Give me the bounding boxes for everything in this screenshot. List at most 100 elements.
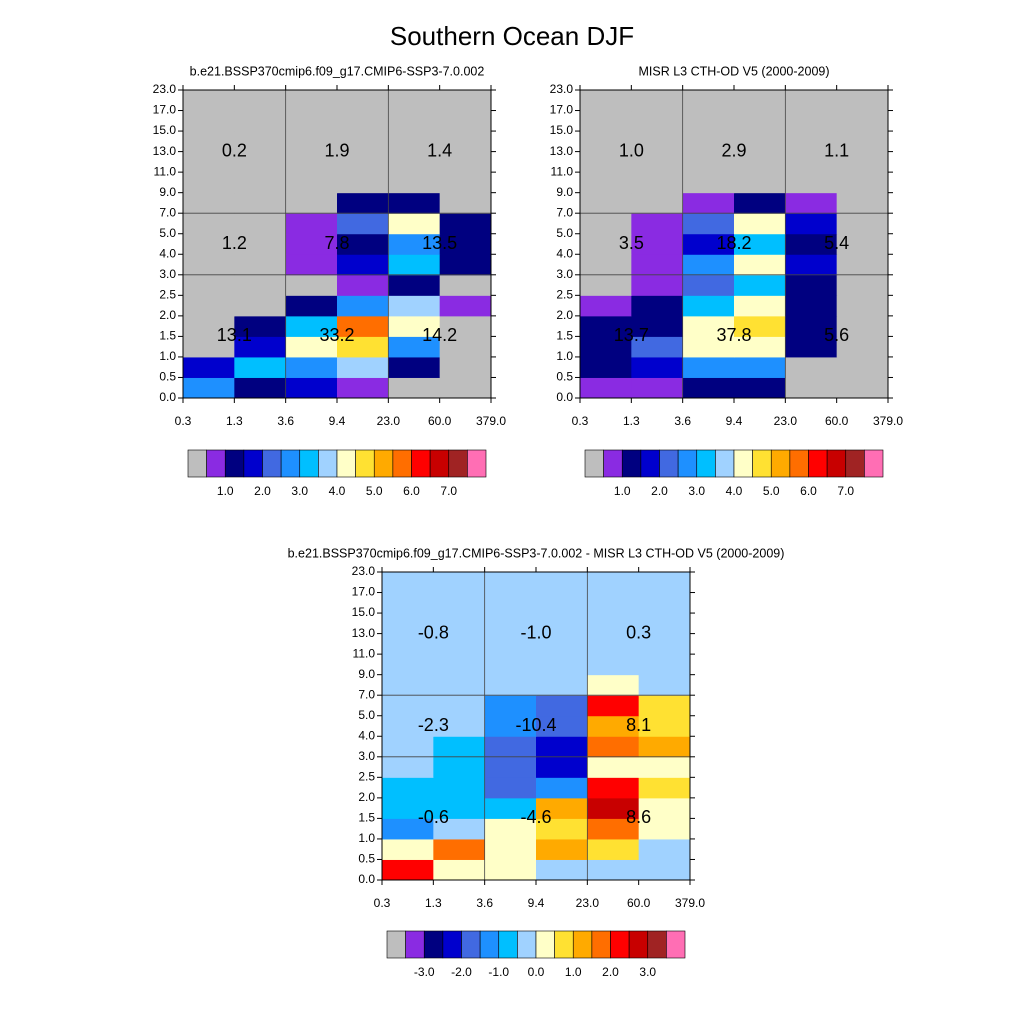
cell (183, 213, 235, 235)
cell (484, 797, 537, 819)
figure-title: Southern Ocean DJF (390, 21, 634, 51)
cell (234, 254, 287, 276)
colorbar-swatch (479, 930, 500, 959)
colorbar-swatch (591, 930, 611, 959)
cell (285, 233, 338, 255)
y-tick-label: 13.0 (352, 626, 376, 640)
cell (682, 172, 735, 194)
colorbar-swatch (467, 449, 487, 478)
cell (836, 110, 889, 132)
colorbar-label: 5.0 (763, 484, 780, 498)
cell (638, 674, 691, 696)
cell (285, 213, 338, 235)
cell (587, 572, 640, 594)
cell (484, 613, 537, 635)
colorbar-label: 1.0 (614, 484, 631, 498)
colorbar-label: 3.0 (688, 484, 705, 498)
cell (439, 315, 492, 337)
cell (785, 274, 838, 296)
cell (631, 295, 684, 317)
cell (234, 233, 287, 255)
cell (836, 377, 889, 399)
cell (285, 377, 338, 399)
cell (682, 151, 735, 173)
cell (631, 377, 684, 399)
cell (337, 295, 389, 317)
cell (433, 838, 486, 860)
cell (785, 172, 838, 194)
colorbar-label: -1.0 (488, 965, 509, 979)
colorbar-swatch (442, 930, 462, 959)
cell (638, 838, 691, 860)
y-tick-label: 13.0 (153, 144, 177, 158)
cell (337, 172, 389, 194)
cell (580, 295, 632, 317)
cell (836, 254, 889, 276)
y-tick-label: 9.0 (159, 185, 176, 199)
cell (388, 131, 441, 153)
cell (631, 336, 684, 358)
colorbar-swatch (411, 449, 431, 478)
colorbar-swatch (429, 449, 450, 478)
cell (536, 838, 588, 860)
cell (285, 254, 338, 276)
cell (183, 131, 235, 153)
cell (484, 674, 537, 696)
cell (183, 377, 235, 399)
cell (536, 797, 588, 819)
cell (587, 797, 640, 819)
cell (638, 592, 691, 614)
y-tick-label: 5.0 (358, 708, 375, 722)
cell (234, 274, 287, 296)
cell (734, 274, 786, 296)
colorbar-swatch (826, 449, 847, 478)
colorbar-swatch (554, 930, 574, 959)
cell (580, 90, 632, 112)
y-tick-label: 7.0 (358, 687, 375, 701)
y-tick-label: 17.0 (550, 103, 574, 117)
x-tick-label: 0.3 (572, 414, 589, 428)
cell (183, 356, 235, 378)
cell (536, 633, 588, 655)
cell (638, 715, 691, 737)
cell (234, 213, 287, 235)
cell (337, 131, 389, 153)
cell (536, 695, 588, 717)
cell (682, 356, 735, 378)
y-tick-label: 2.5 (358, 770, 375, 784)
cell (734, 110, 786, 132)
cell (285, 90, 338, 112)
cell (382, 654, 434, 676)
cell (836, 274, 889, 296)
cell (285, 295, 338, 317)
y-tick-label: 5.0 (159, 226, 176, 240)
y-tick-label: 0.0 (159, 390, 176, 404)
panel-title: MISR L3 CTH-OD V5 (2000-2009) (638, 64, 829, 78)
cell (337, 356, 389, 378)
cell (631, 172, 684, 194)
cell (785, 233, 838, 255)
x-tick-label: 23.0 (774, 414, 798, 428)
y-tick-label: 11.0 (551, 164, 574, 178)
cell (484, 633, 537, 655)
cell (785, 110, 838, 132)
cell (734, 295, 786, 317)
y-tick-label: 17.0 (352, 585, 376, 599)
y-tick-label: 1.5 (159, 329, 176, 343)
region-label: 1.0 (619, 140, 644, 160)
x-tick-label: 3.6 (277, 414, 294, 428)
cell (439, 274, 492, 296)
cell (439, 233, 492, 255)
x-tick-label: 60.0 (627, 896, 651, 910)
x-tick-label: 379.0 (675, 896, 705, 910)
cell (580, 172, 632, 194)
colorbar-swatch (336, 449, 356, 478)
cell (785, 356, 838, 378)
cell (388, 233, 441, 255)
x-tick-label: 23.0 (377, 414, 401, 428)
colorbar-swatch (299, 449, 319, 478)
cell (734, 356, 786, 378)
cell (439, 90, 492, 112)
cell (587, 633, 640, 655)
cell (183, 274, 235, 296)
